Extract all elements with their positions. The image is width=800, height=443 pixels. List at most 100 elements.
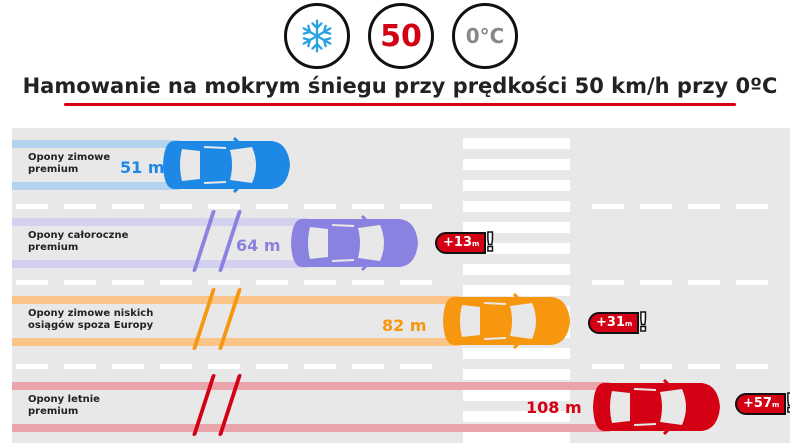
lane-divider <box>304 280 336 285</box>
car-icon <box>160 136 292 194</box>
snowflake-icon <box>300 19 334 53</box>
lane-label-line: premium <box>28 242 79 253</box>
lane-divider <box>64 364 96 369</box>
tire-track-band <box>12 424 610 432</box>
lane-divider <box>400 280 432 285</box>
difference-value: +13m <box>435 232 487 254</box>
lane-divider <box>736 280 768 285</box>
lane-divider <box>352 280 384 285</box>
difference-number: +13 <box>443 235 472 250</box>
distance-value: 108 m <box>526 398 582 417</box>
lane-divider <box>592 280 624 285</box>
difference-badge: +31m! <box>588 308 650 338</box>
lane-divider <box>112 204 144 209</box>
tire-track-band <box>12 338 460 346</box>
lane-divider <box>160 204 192 209</box>
lane-label: Opony zimowe premium <box>28 152 110 176</box>
crosswalk-stripe <box>463 222 570 233</box>
exclamation-icon: ! <box>784 390 790 418</box>
lane-divider <box>640 364 672 369</box>
difference-number: +31 <box>596 315 625 330</box>
lane-divider <box>208 204 240 209</box>
difference-badge: +13m! <box>435 228 497 258</box>
exclamation-icon: ! <box>637 308 650 338</box>
lane-divider <box>400 204 432 209</box>
lane-divider <box>640 280 672 285</box>
crosswalk-stripe <box>463 138 570 149</box>
speed-badge: 50 <box>368 3 434 69</box>
lane-divider <box>640 204 672 209</box>
page-title: Hamowanie na mokrym śniegu przy prędkośc… <box>22 74 778 98</box>
crosswalk-stripe <box>463 432 570 443</box>
title-underline <box>64 103 736 106</box>
difference-unit: m <box>624 320 633 328</box>
difference-value: +31m <box>588 312 640 334</box>
lane-divider <box>256 204 288 209</box>
lane-divider <box>256 280 288 285</box>
difference-unit: m <box>471 240 480 248</box>
exclamation-icon: ! <box>484 228 497 258</box>
lane-label-line: premium <box>28 406 79 417</box>
snowflake-badge <box>284 3 350 69</box>
lane-label-line: Opony całoroczne <box>28 230 129 241</box>
lane-divider <box>592 364 624 369</box>
lane-divider <box>736 204 768 209</box>
temperature-badge: 0°C <box>452 3 518 69</box>
lane-divider <box>16 280 48 285</box>
difference-value: +57m <box>735 393 787 415</box>
crosswalk-stripe <box>463 159 570 170</box>
crosswalk-stripe <box>463 264 570 275</box>
lane-divider <box>304 364 336 369</box>
crosswalk-stripe <box>463 285 570 296</box>
lane-divider <box>592 204 624 209</box>
difference-number: +57 <box>743 396 772 411</box>
lane-divider <box>736 364 768 369</box>
lane-divider <box>256 364 288 369</box>
lane-divider <box>352 364 384 369</box>
lane-divider <box>112 364 144 369</box>
distance-value: 64 m <box>236 236 281 255</box>
car-icon <box>440 292 572 350</box>
crosswalk-stripe <box>463 369 570 380</box>
lane-label-line: osiągów spoza Europy <box>28 320 154 331</box>
tire-track-band <box>12 260 308 268</box>
crosswalk-stripe <box>463 243 570 254</box>
car-icon <box>590 378 722 436</box>
tire-track-band <box>12 218 308 226</box>
tire-track-band <box>12 182 180 190</box>
tire-track-band <box>12 382 610 390</box>
lane-label: Opony całoroczne premium <box>28 230 128 254</box>
lane-divider <box>208 280 240 285</box>
lane-label-line: Opony letnie <box>28 394 100 405</box>
lane-divider <box>400 364 432 369</box>
lane-divider <box>16 204 48 209</box>
lane-divider <box>160 364 192 369</box>
crosswalk-stripe <box>463 390 570 401</box>
lane-divider <box>688 204 720 209</box>
road: Opony zimowe premium 51 m Opony całoroczne p… <box>12 128 790 443</box>
car-icon <box>288 214 420 272</box>
lane-divider <box>352 204 384 209</box>
lane-divider <box>688 280 720 285</box>
lane-label-line: Opony zimowe <box>28 152 111 163</box>
crosswalk-stripe <box>463 201 570 212</box>
lane-label: Opony zimowe niskich osiągów spoza Europy <box>28 308 153 332</box>
lane-divider <box>112 280 144 285</box>
lane-label-line: premium <box>28 164 79 175</box>
lane-label: Opony letnie premium <box>28 394 100 418</box>
lane-divider <box>64 204 96 209</box>
lane-divider <box>16 364 48 369</box>
lane-divider <box>208 364 240 369</box>
tire-track-band <box>12 140 180 148</box>
lane-divider <box>160 280 192 285</box>
distance-value: 51 m <box>120 158 165 177</box>
distance-value: 82 m <box>382 316 427 335</box>
lane-divider <box>304 204 336 209</box>
crosswalk-stripe <box>463 180 570 191</box>
lane-label-line: Opony zimowe niskich <box>28 308 154 319</box>
lane-divider <box>688 364 720 369</box>
crosswalk-stripe <box>463 348 570 359</box>
lane-divider <box>64 280 96 285</box>
difference-badge: +57m! <box>735 390 790 418</box>
difference-unit: m <box>771 401 780 409</box>
